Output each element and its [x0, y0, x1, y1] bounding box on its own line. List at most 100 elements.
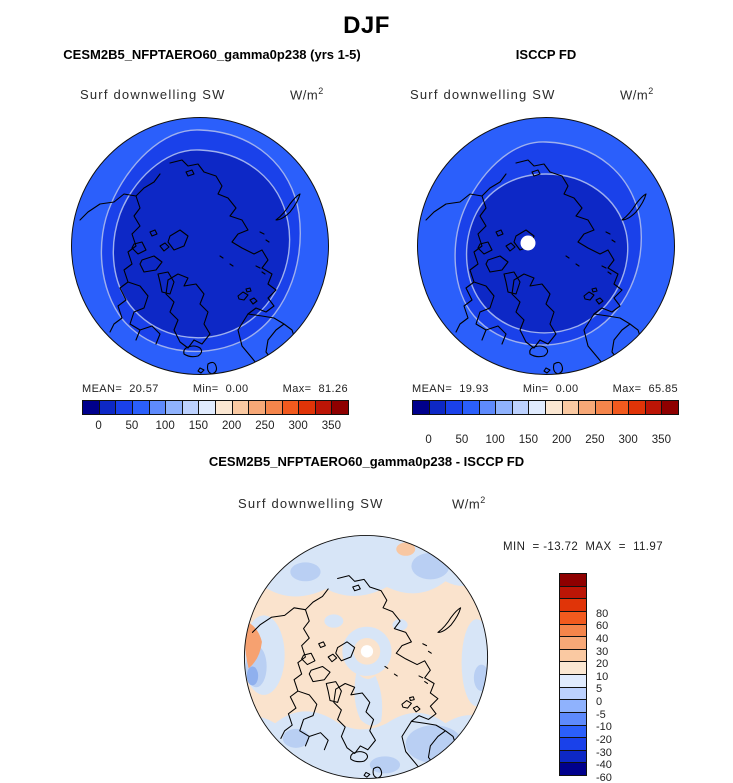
model-units: W/m2: [290, 86, 324, 102]
colorbar-tick-label: 50: [125, 420, 139, 432]
colorbar-cell: [559, 686, 587, 701]
colorbar-cell: [412, 400, 430, 415]
model-map: [71, 117, 329, 375]
colorbar-cell: [478, 400, 497, 415]
model-colorbar: [82, 400, 349, 415]
obs-units-base: W/m: [620, 87, 649, 103]
diff-field-label: Surf downwelling SW: [238, 496, 384, 511]
obs-colorbar: [412, 400, 679, 415]
diff-map: [243, 534, 489, 780]
colorbar-cell: [594, 400, 613, 415]
colorbar-cell: [528, 400, 546, 415]
colorbar-tick-label: 200: [552, 434, 572, 446]
colorbar-cell: [628, 400, 646, 415]
colorbar-cell: [215, 400, 233, 415]
diff-blob-bottom-right-deep: [441, 747, 469, 767]
diff-colorbar-label: 10: [596, 670, 609, 683]
colorbar-cell: [148, 400, 167, 415]
colorbar-tick-label: 100: [485, 434, 505, 446]
diff-colorbar-label: 0: [596, 696, 603, 708]
diff-orange-left: [244, 621, 262, 669]
colorbar-cell: [559, 674, 587, 688]
colorbar-cell: [661, 400, 679, 415]
diff-blob-bottom-center: [369, 756, 401, 774]
colorbar-cell: [445, 400, 463, 415]
colorbar-cell: [559, 648, 587, 663]
diff-map-rim: [243, 534, 489, 780]
colorbar-cell: [511, 400, 530, 415]
obs-field-label: Surf downwelling SW: [410, 87, 556, 102]
model-map-rim: [71, 117, 329, 375]
diff-blob-top-right: [411, 552, 450, 580]
diff-blob-bottom-left: [282, 728, 310, 748]
colorbar-cell: [82, 400, 100, 415]
obs-panel-title: ISCCP FD: [515, 47, 577, 62]
colorbar-tick-label: 200: [222, 420, 242, 432]
diff-max-value: 11.97: [633, 541, 663, 553]
diff-colorbar-label: -10: [596, 721, 612, 734]
diff-colorbar-label: -5: [596, 708, 606, 721]
diff-colorbar: [559, 573, 587, 776]
diff-blob-spot-2: [392, 619, 408, 631]
diff-pole-channel: [354, 672, 383, 726]
diff-colorbar-label: -60: [596, 771, 612, 783]
colorbar-tick-label: 350: [321, 420, 341, 432]
obs-stats: MEAN= 19.93 Min= 0.00 Max= 65.85: [412, 383, 678, 395]
colorbar-tick-label: 100: [155, 420, 175, 432]
colorbar-cell: [561, 400, 580, 415]
diff-orange-top: [396, 542, 416, 556]
colorbar-cell: [559, 610, 587, 625]
colorbar-cell: [428, 400, 447, 415]
model-mean: MEAN= 20.57: [82, 383, 159, 395]
diff-blob-spot-1: [324, 614, 344, 628]
obs-mean-label: MEAN=: [412, 383, 453, 395]
colorbar-cell: [231, 400, 250, 415]
colorbar-cell: [461, 400, 480, 415]
obs-colorbar-ticks: 0 50 100 150 200 250 300 350: [412, 434, 678, 448]
diff-pole-missing-data-dot: [360, 645, 374, 658]
colorbar-cell: [165, 400, 183, 415]
diff-units-base: W/m: [452, 496, 481, 512]
model-field-label: Surf downwelling SW: [80, 87, 226, 102]
colorbar-cell: [578, 400, 596, 415]
diff-colorbar-label: -20: [596, 733, 612, 746]
colorbar-cell: [559, 585, 587, 600]
diff-colorbar-label: 20: [596, 658, 609, 671]
colorbar-cell: [298, 400, 316, 415]
obs-min-value: 0.00: [555, 383, 579, 395]
obs-max: Max= 65.85: [613, 383, 678, 395]
diff-colorbar-label: 30: [596, 645, 609, 658]
colorbar-cell: [611, 400, 630, 415]
colorbar-tick-label: 0: [95, 420, 102, 432]
colorbar-tick-label: 150: [188, 420, 208, 432]
colorbar-cell: [644, 400, 663, 415]
colorbar-cell: [545, 400, 563, 415]
diff-blob-top-left: [290, 562, 321, 582]
colorbar-cell: [331, 400, 349, 415]
colorbar-cell: [181, 400, 200, 415]
diff-blob-left-deep: [246, 666, 259, 686]
obs-units: W/m2: [620, 86, 654, 102]
model-min: Min= 0.00: [193, 383, 249, 395]
colorbar-cell: [115, 400, 133, 415]
obs-pole-missing-data-dot: [520, 235, 536, 251]
model-map-inner-region: [112, 149, 291, 339]
obs-map-rim: [417, 117, 675, 375]
model-units-exp: 2: [318, 86, 324, 96]
model-panel-title: CESM2B5_NFPTAERO60_gamma0p238 (yrs 1-5): [63, 47, 361, 62]
obs-min-label: Min=: [522, 383, 549, 395]
diff-colorbar-label: 40: [596, 632, 609, 645]
colorbar-cell: [559, 724, 587, 739]
model-max: Max= 81.26: [283, 383, 348, 395]
model-max-label: Max=: [282, 383, 312, 395]
colorbar-tick-label: 150: [518, 434, 538, 446]
obs-max-label: Max=: [612, 383, 642, 395]
colorbar-tick-label: 250: [255, 420, 275, 432]
colorbar-cell: [314, 400, 333, 415]
colorbar-cell: [281, 400, 300, 415]
diff-colorbar-label: 80: [596, 607, 609, 620]
colorbar-tick-label: 300: [618, 434, 638, 446]
obs-map: [417, 117, 675, 375]
